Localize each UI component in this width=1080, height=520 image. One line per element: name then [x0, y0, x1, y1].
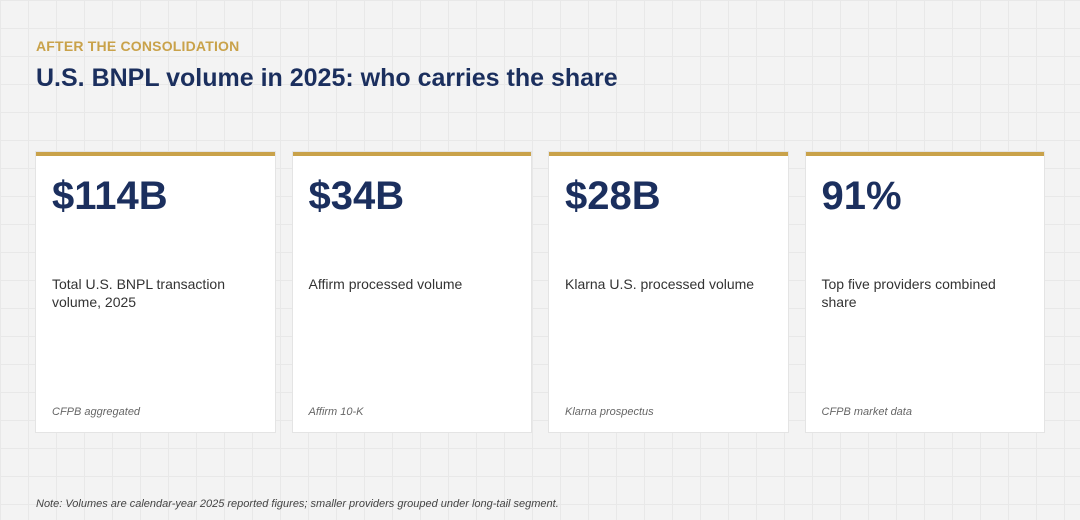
stat-value: $28B [565, 174, 661, 218]
stat-label: Klarna U.S. processed volume [565, 276, 755, 292]
stat-cards: $114B Total U.S. BNPL transaction volume… [36, 152, 1044, 432]
page-title: U.S. BNPL volume in 2025: who carries th… [36, 64, 618, 92]
stat-label: Total U.S. BNPL transaction volume, 2025 [52, 276, 226, 310]
stat-card-affirm: $34B Affirm processed volume Affirm 10-K [292, 152, 531, 432]
stat-value: 91% [821, 174, 902, 218]
stat-source: CFPB market data [821, 406, 912, 418]
stat-card-klarna: $28B Klarna U.S. processed volume Klarna… [549, 152, 788, 432]
stat-source: Affirm 10-K [308, 406, 364, 418]
eyebrow-label: AFTER THE CONSOLIDATION [36, 38, 240, 54]
stat-source: CFPB aggregated [52, 406, 141, 418]
stat-value: $34B [308, 174, 405, 218]
stat-label: Top five providers combined share [821, 276, 996, 310]
stat-source: Klarna prospectus [565, 406, 654, 418]
stat-card-total-volume: $114B Total U.S. BNPL transaction volume… [36, 152, 275, 432]
stat-card-top-five-share: 91% Top five providers combined share CF… [805, 152, 1044, 432]
footnote: Note: Volumes are calendar-year 2025 rep… [36, 498, 559, 510]
stat-value: $114B [52, 174, 168, 218]
stat-label: Affirm processed volume [308, 276, 463, 292]
